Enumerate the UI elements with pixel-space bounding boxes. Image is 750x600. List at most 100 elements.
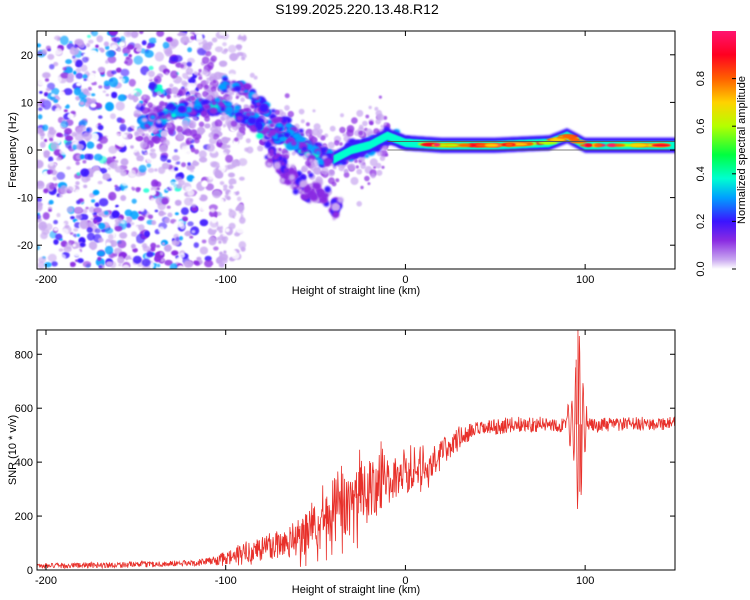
ridge-blob	[201, 111, 207, 117]
scatter-blob	[155, 37, 163, 43]
ridge-blob	[153, 106, 159, 111]
scatter-blob	[148, 37, 157, 44]
scatter-blob	[198, 194, 208, 202]
scatter-blob	[223, 184, 228, 189]
scatter-blob	[108, 234, 114, 240]
tail-blob	[299, 179, 308, 188]
scatter-blob	[69, 46, 80, 56]
scatter-blob	[93, 214, 98, 218]
scatter-blob	[167, 212, 173, 218]
scatter-blob	[58, 248, 64, 252]
scatter-blob	[49, 63, 55, 70]
halo-blob	[354, 130, 360, 137]
ridge-blob	[177, 105, 186, 113]
scatter-blob	[88, 241, 98, 251]
halo-blob	[356, 201, 363, 207]
halo-blob	[339, 142, 343, 146]
spectrogram-x-axis-label: Height of straight line (km)	[292, 285, 420, 297]
scatter-blob	[105, 93, 110, 97]
scatter-blob	[93, 170, 103, 180]
scatter-blob	[62, 67, 67, 71]
scatter-blob	[90, 132, 99, 142]
scatter-blob	[66, 206, 74, 213]
scatter-blob	[117, 256, 125, 264]
scatter-blob	[76, 200, 81, 205]
halo-blob	[143, 136, 150, 143]
scatter-blob	[148, 81, 158, 91]
scatter-blob	[55, 166, 61, 172]
halo-blob	[311, 128, 319, 136]
band-core-blob	[562, 135, 576, 139]
scatter-blob	[116, 222, 120, 227]
scatter-blob	[73, 248, 81, 257]
scatter-blob	[213, 179, 218, 184]
scatter-blob	[108, 191, 117, 201]
halo-blob	[221, 143, 228, 150]
halo-blob	[152, 136, 158, 143]
scatter-blob	[110, 113, 116, 120]
scatter-blob	[65, 242, 72, 250]
scatter-blob	[187, 162, 191, 166]
ridge-blob	[234, 105, 241, 111]
scatter-blob	[218, 240, 222, 244]
scatter-blob	[104, 227, 114, 234]
halo-blob	[197, 93, 203, 99]
scatter-blob	[130, 31, 139, 39]
ridge-blob	[309, 158, 314, 163]
scatter-blob	[229, 52, 239, 62]
halo-blob	[360, 185, 364, 190]
halo-blob	[186, 140, 190, 144]
scatter-blob	[123, 86, 132, 95]
halo-blob	[158, 166, 166, 174]
scatter-blob	[122, 133, 127, 139]
scatter-blob	[180, 207, 189, 216]
halo-blob	[373, 165, 377, 169]
halo-blob	[339, 126, 346, 134]
halo-blob	[380, 124, 384, 129]
scatter-blob	[82, 131, 93, 141]
y-tick-label: 600	[15, 403, 33, 415]
scatter-blob	[69, 261, 76, 267]
halo-blob	[313, 123, 321, 131]
scatter-blob	[223, 48, 229, 53]
scatter-blob	[150, 242, 157, 249]
scatter-blob	[124, 209, 133, 217]
halo-blob	[190, 123, 196, 129]
ridge-blob	[299, 137, 306, 143]
scatter-blob	[103, 80, 110, 87]
scatter-blob	[53, 219, 58, 225]
scatter-blob	[91, 31, 98, 37]
scatter-blob	[117, 240, 127, 249]
scatter-blob	[60, 72, 70, 79]
scatter-blob	[74, 189, 81, 194]
band-core-blob	[447, 143, 459, 147]
scatter-blob	[117, 94, 127, 102]
spectrogram-y-axis-label: Frequency (Hz)	[7, 112, 19, 188]
scatter-blob	[220, 152, 228, 158]
scatter-blob	[208, 236, 217, 246]
halo-blob	[225, 119, 232, 126]
tail-blob	[337, 197, 344, 204]
arc-blob	[298, 128, 304, 133]
x-tick-label: 100	[576, 575, 594, 587]
scatter-blob	[67, 186, 74, 193]
halo-blob	[184, 128, 192, 137]
halo-blob	[347, 163, 356, 171]
scatter-blob	[98, 85, 103, 89]
scatter-blob	[93, 212, 97, 216]
scatter-blob	[179, 172, 183, 177]
tail-blob	[303, 186, 311, 194]
tail-blob	[297, 188, 303, 193]
colorbar-label: Normalized spectral amplitude	[736, 76, 748, 224]
halo-blob	[362, 120, 368, 127]
scatter-blob	[212, 133, 220, 140]
scatter-blob	[56, 212, 61, 218]
arc-blob	[233, 85, 242, 92]
scatter-blob	[158, 226, 165, 234]
halo-blob	[159, 100, 165, 107]
scatter-blob	[107, 55, 117, 64]
scatter-blob	[104, 188, 110, 192]
halo-blob	[321, 167, 329, 175]
scatter-blob	[126, 44, 135, 50]
scatter-blob	[74, 140, 79, 146]
